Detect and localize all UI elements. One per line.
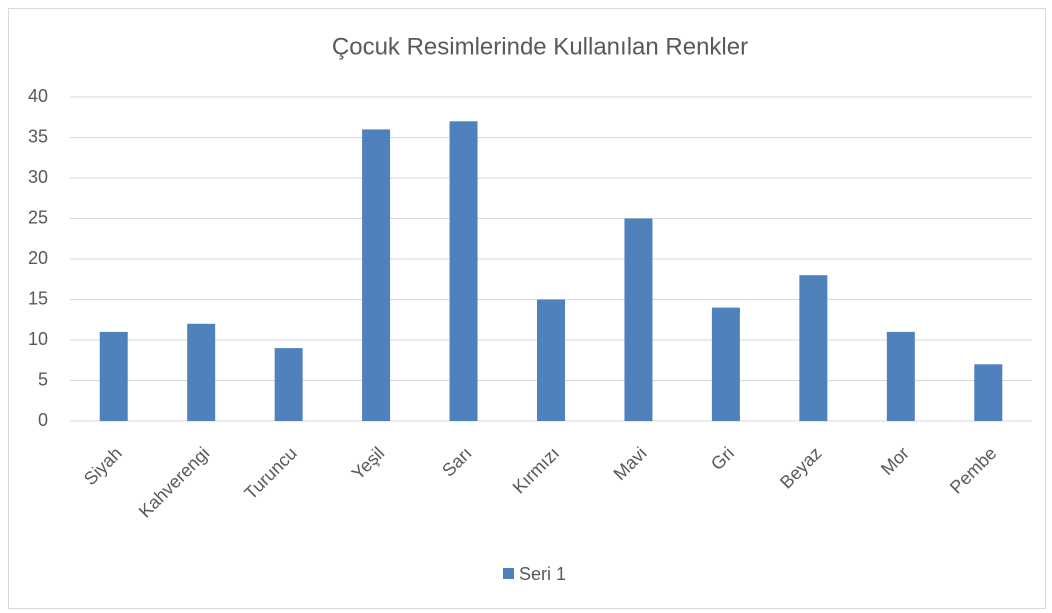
bar <box>537 299 565 421</box>
chart-title: Çocuk Resimlerinde Kullanılan Renkler <box>332 33 748 60</box>
y-tick-label: 10 <box>28 329 48 349</box>
bar <box>624 218 653 421</box>
legend-swatch <box>503 568 514 579</box>
y-tick-label: 15 <box>28 288 48 308</box>
y-tick-label: 40 <box>28 86 48 106</box>
y-tick-label: 0 <box>38 410 48 430</box>
y-tick-label: 30 <box>28 167 48 187</box>
bar <box>449 121 478 422</box>
bar <box>974 364 1003 421</box>
bar <box>187 323 216 421</box>
bar <box>711 307 740 421</box>
bar <box>362 129 391 421</box>
bar <box>274 348 303 421</box>
y-tick-label: 20 <box>28 248 48 268</box>
bar <box>886 331 915 421</box>
y-tick-label: 35 <box>28 126 48 146</box>
y-tick-label: 5 <box>38 369 48 389</box>
chart-frame <box>8 8 1046 609</box>
y-tick-label: 25 <box>28 207 48 227</box>
bar <box>799 275 828 421</box>
bar <box>99 331 128 421</box>
legend-label: Seri 1 <box>519 564 566 584</box>
